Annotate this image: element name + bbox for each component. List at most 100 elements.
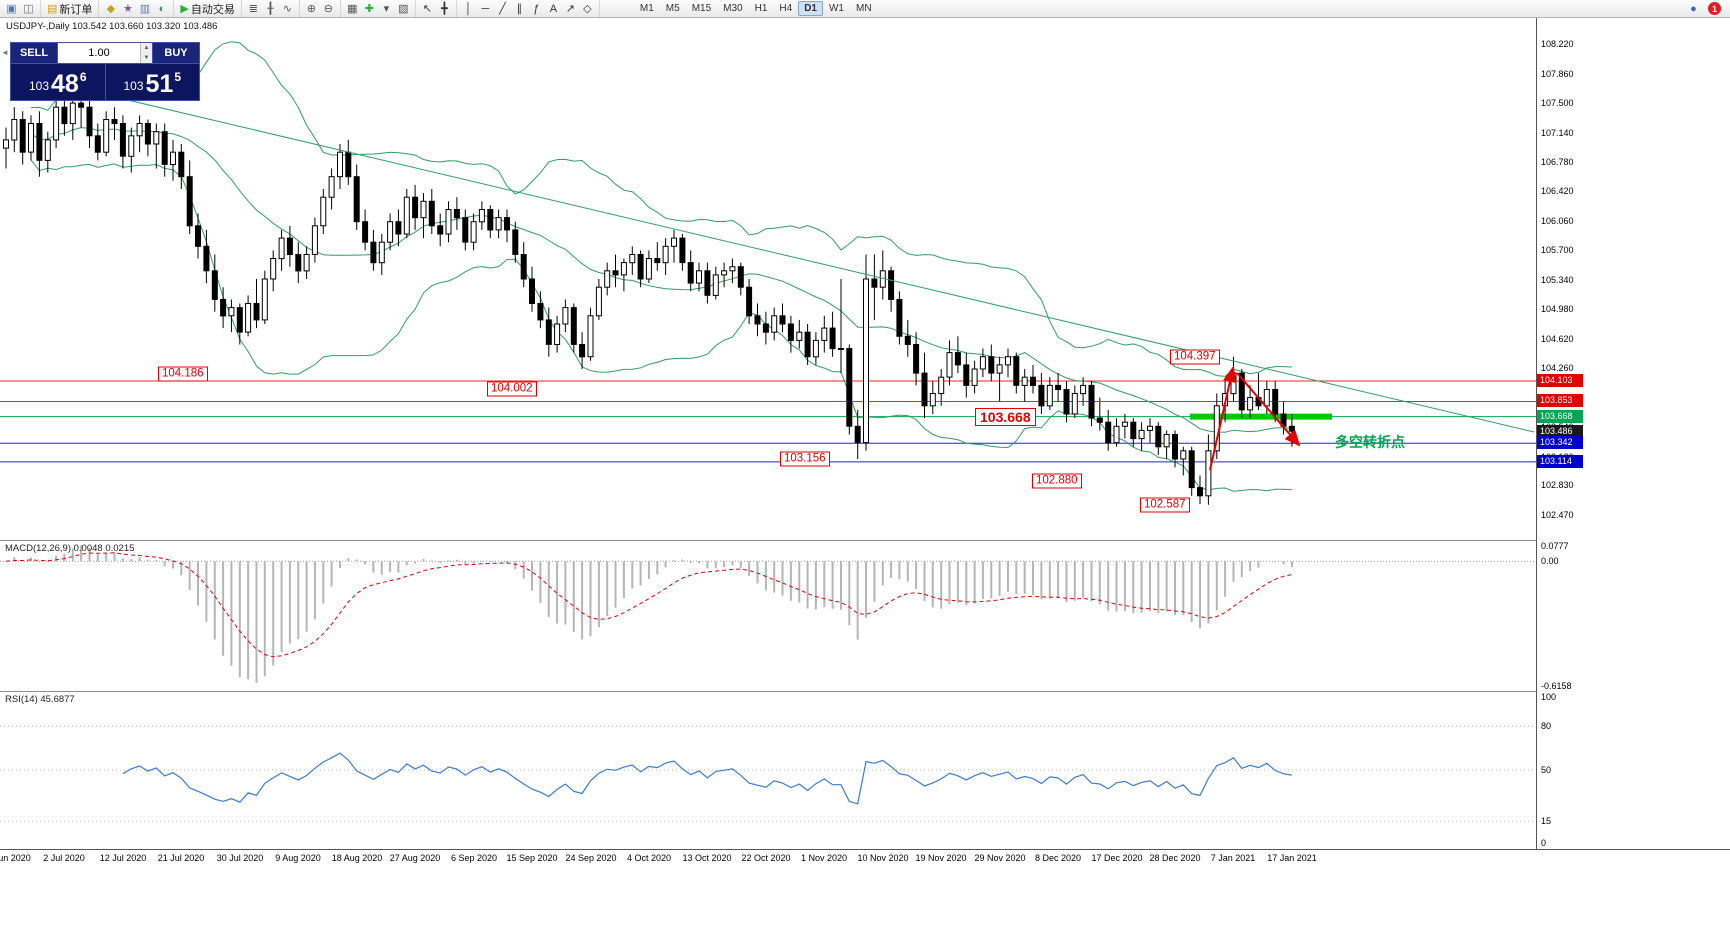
timeframe-m5[interactable]: M5 xyxy=(665,3,680,14)
macd-svg xyxy=(0,545,1536,683)
pane-splitter[interactable] xyxy=(0,691,1730,692)
crosshair-icon: ╋ xyxy=(441,2,448,15)
buy-price-handle: 103 xyxy=(123,79,144,93)
sell-price[interactable]: 103 48 6 xyxy=(11,64,105,100)
bar-chart-icon[interactable]: ≣ xyxy=(245,1,262,17)
volume-stepper[interactable]: ▲ ▼ xyxy=(140,43,152,63)
profile-icon[interactable]: ◫ xyxy=(20,1,37,17)
price-axis[interactable]: 108.220 107.860 107.500 107.140 106.780 106.4… xyxy=(1536,18,1730,849)
notification-badge[interactable]: 1 xyxy=(1705,1,1724,17)
timeframe-mn[interactable]: MN xyxy=(855,3,872,14)
text-icon[interactable]: A xyxy=(545,1,562,17)
buy-button[interactable]: BUY xyxy=(153,43,199,63)
date-label: 2 Jul 2020 xyxy=(43,853,85,863)
toolbar-group: ▶ 自动交易 xyxy=(174,0,242,17)
vertical-line-icon[interactable]: │ xyxy=(460,1,477,17)
connection-icon-glyph: ● xyxy=(1690,2,1697,15)
cursor-icon[interactable]: ↖ xyxy=(419,1,436,17)
auto-trading-button-label: 自动交易 xyxy=(190,3,235,16)
callout-layer: 104.186 104.002 103.668 103.156 102.880 102.5… xyxy=(0,18,1536,540)
one-click-collapse-arrow[interactable]: ◄ xyxy=(1,48,9,57)
price-callout[interactable]: 103.156 xyxy=(780,451,830,467)
date-label: 4 Oct 2020 xyxy=(626,853,672,863)
connection-icon[interactable]: ● xyxy=(1685,1,1702,17)
pane-splitter[interactable] xyxy=(0,540,1730,541)
volume-field[interactable]: 1.00 ▲ ▼ xyxy=(57,43,153,63)
text-icon: A xyxy=(549,2,558,15)
timeframe-w1[interactable]: W1 xyxy=(828,3,844,14)
line-chart-icon: ∿ xyxy=(282,2,292,15)
price-callout[interactable]: 104.397 xyxy=(1170,349,1220,365)
channel-icon[interactable]: ∥ xyxy=(511,1,528,17)
rsi-tick-label: 80 xyxy=(1541,721,1552,731)
arrows-tool-icon[interactable]: ↗ xyxy=(562,1,579,17)
price-tick-label: 107.500 xyxy=(1541,98,1574,108)
date-label: 13 Oct 2020 xyxy=(682,853,732,863)
timeframe-h4[interactable]: H4 xyxy=(779,3,793,14)
toolbar-group: │ ─ ╱ ∥ ƒ A ↗ ◇ xyxy=(457,0,600,17)
macd-signal-line xyxy=(5,552,1293,658)
date-label: 21 Jul 2020 xyxy=(157,853,205,863)
tile-windows-icon[interactable]: ▦ xyxy=(344,1,361,17)
price-tick-label: 105.700 xyxy=(1541,245,1574,255)
rsi-label: RSI(14) 45.6877 xyxy=(5,694,75,705)
crosshair-icon[interactable]: ╋ xyxy=(436,1,453,17)
timeframe-h1[interactable]: H1 xyxy=(754,3,768,14)
horizontal-line-icon[interactable]: ─ xyxy=(477,1,494,17)
zoom-in-icon[interactable]: ⊕ xyxy=(303,1,320,17)
price-callout[interactable]: 103.668 xyxy=(975,408,1036,426)
toolbar-group: ▦ ✚ ▾ ▧ xyxy=(341,0,416,17)
macd-pane[interactable]: MACD(12,26,9) 0.0048 0.0215 xyxy=(0,541,1536,691)
date-label: 19 Nov 2020 xyxy=(915,853,967,863)
templates-icon[interactable]: ▧ xyxy=(395,1,412,17)
indicators-dropdown-icon[interactable]: ▾ xyxy=(378,1,395,17)
candlestick-series xyxy=(3,94,1295,505)
timeframe-d1[interactable]: D1 xyxy=(798,1,823,16)
trendline-icon[interactable]: ╱ xyxy=(494,1,511,17)
shapes-icon[interactable]: ◇ xyxy=(579,1,596,17)
timeframe-toolbar: M1 M5 M15 M30 H1 H4 D1 W1 MN xyxy=(634,0,878,17)
price-tick-label: 107.860 xyxy=(1541,69,1574,79)
date-label: 24 Sep 2020 xyxy=(565,853,617,863)
date-label: 18 Jun 2020 xyxy=(0,853,31,863)
price-tick-label: 102.470 xyxy=(1541,510,1574,520)
market-watch-icon[interactable]: ◆ xyxy=(102,1,119,17)
indicators-icon: ✚ xyxy=(364,2,374,15)
date-label: 22 Oct 2020 xyxy=(741,853,791,863)
main-chart-pane[interactable]: 104.186 104.002 103.668 103.156 102.880 102.5… xyxy=(0,18,1536,540)
direction-arrows[interactable] xyxy=(1209,366,1301,471)
shapes-icon: ◇ xyxy=(583,2,592,15)
rsi-pane[interactable]: RSI(14) 45.6877 xyxy=(0,692,1536,848)
indicators-icon[interactable]: ✚ xyxy=(361,1,378,17)
terminal-icon[interactable]: ▥ xyxy=(136,1,153,17)
annotation-note[interactable]: 多空转折点 xyxy=(1335,434,1405,450)
auto-trading-button[interactable]: ▶ 自动交易 xyxy=(177,1,237,17)
candlestick-chart-icon[interactable]: ╂ xyxy=(262,1,279,17)
price-callout[interactable]: 102.880 xyxy=(1032,473,1082,489)
zoom-out-icon[interactable]: ⊖ xyxy=(320,1,337,17)
volume-value[interactable]: 1.00 xyxy=(88,47,110,59)
timeframe-m15[interactable]: M15 xyxy=(691,3,712,14)
strategy-tester-icon[interactable]: ◐ xyxy=(153,1,170,17)
price-callout[interactable]: 104.002 xyxy=(487,381,537,397)
volume-up-icon[interactable]: ▲ xyxy=(141,43,152,53)
fibonacci-icon[interactable]: ƒ xyxy=(528,1,545,17)
navigator-icon[interactable]: ★ xyxy=(119,1,136,17)
price-tick-label: 104.260 xyxy=(1541,363,1574,373)
timeframe-m30[interactable]: M30 xyxy=(723,3,743,14)
price-callout[interactable]: 102.587 xyxy=(1140,497,1190,513)
descending-trendline[interactable] xyxy=(59,83,1535,433)
macd-tick-label: 0.0777 xyxy=(1541,541,1569,551)
date-label: 6 Sep 2020 xyxy=(450,853,498,863)
new-order-button[interactable]: ▤ 新订单 xyxy=(44,1,95,17)
price-callout[interactable]: 104.186 xyxy=(158,366,208,382)
horizontal-lines[interactable] xyxy=(0,380,1536,463)
sell-button[interactable]: SELL xyxy=(11,43,57,63)
buy-price-pip: 5 xyxy=(174,70,182,84)
line-chart-icon[interactable]: ∿ xyxy=(279,1,296,17)
buy-price[interactable]: 103 51 5 xyxy=(106,64,200,100)
time-axis[interactable]: 18 Jun 2020 2 Jul 2020 12 Jul 2020 21 Jul 2… xyxy=(0,849,1730,867)
volume-down-icon[interactable]: ▼ xyxy=(141,53,152,63)
chart-window-icon[interactable]: ▣ xyxy=(3,1,20,17)
timeframe-m1[interactable]: M1 xyxy=(639,3,654,14)
